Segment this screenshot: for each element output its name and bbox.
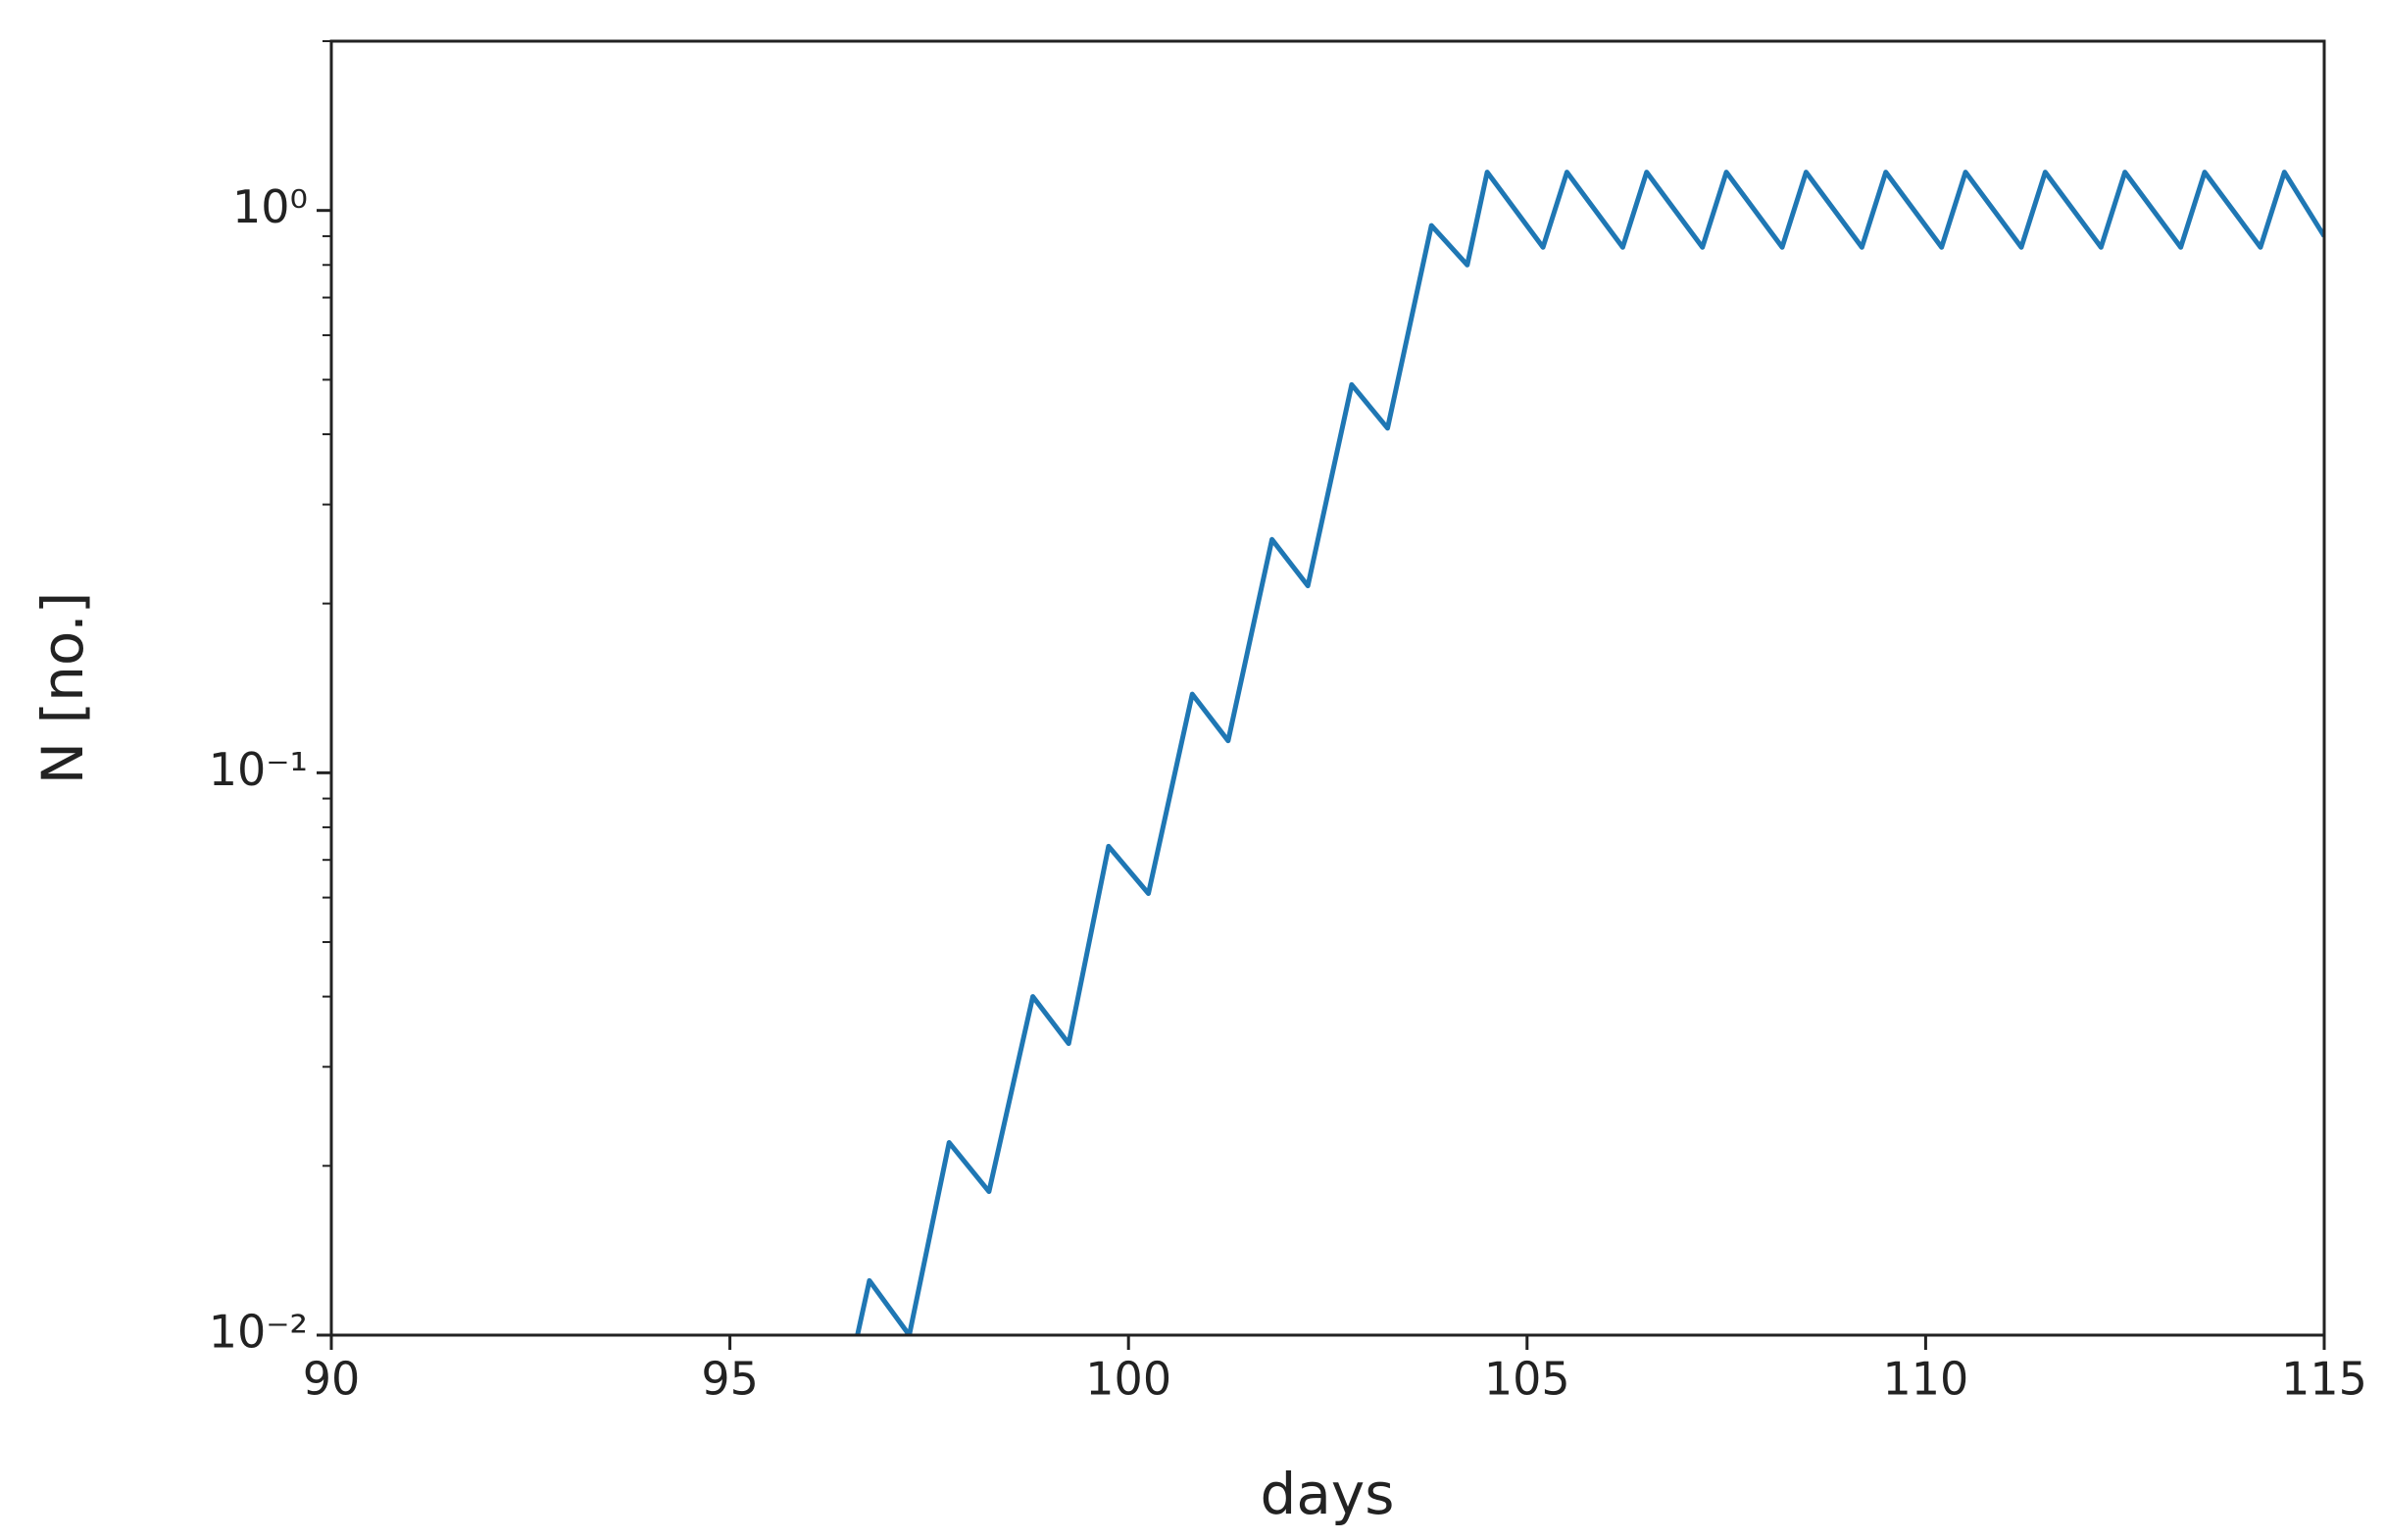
plot-frame bbox=[329, 39, 2326, 1337]
y-axis-label: N [no.] bbox=[29, 592, 96, 785]
x-tick-label: 105 bbox=[1484, 1353, 1570, 1406]
x-axis-label: days bbox=[1261, 1461, 1395, 1527]
plot-area bbox=[855, 170, 2324, 1335]
x-tick-label: 115 bbox=[2281, 1353, 2367, 1406]
x-tick-label: 110 bbox=[1882, 1353, 1968, 1406]
data-line bbox=[855, 170, 2324, 1335]
x-tick-label: 90 bbox=[303, 1353, 361, 1406]
x-tick-label: 95 bbox=[701, 1353, 759, 1406]
x-tick-label: 100 bbox=[1085, 1353, 1171, 1406]
y-tick-label: 10⁻² bbox=[209, 1306, 308, 1359]
y-tick-label: 10⁰ bbox=[232, 180, 308, 233]
y-tick-label: 10⁻¹ bbox=[209, 743, 308, 796]
